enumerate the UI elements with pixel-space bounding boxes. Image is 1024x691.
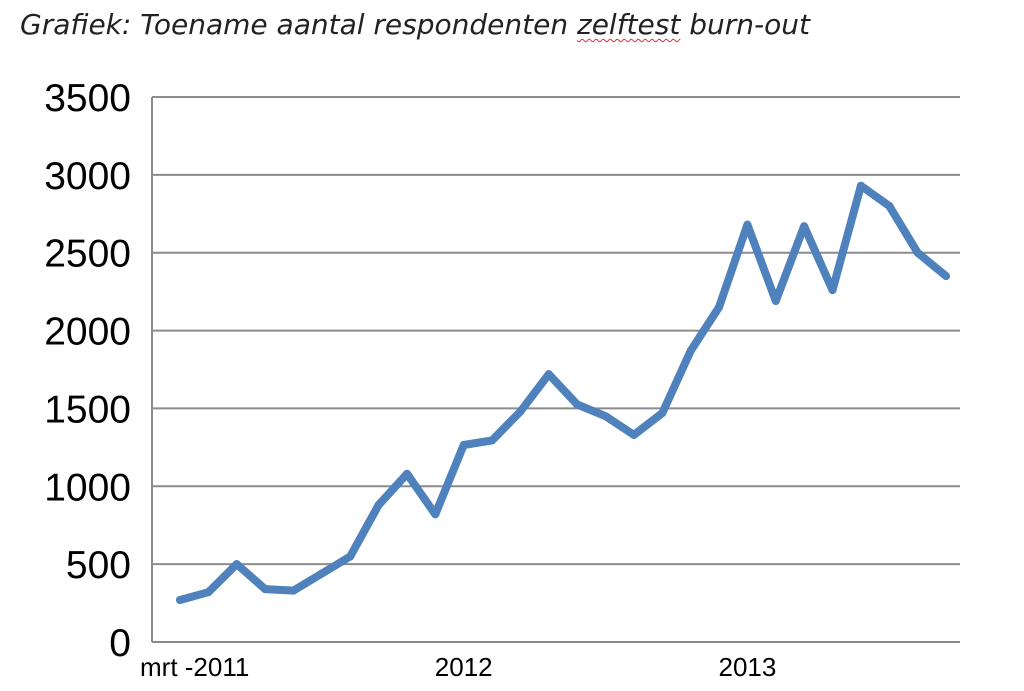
data-point-14 <box>573 400 582 409</box>
y-axis-tick-labels: 0 500 1000 1500 2000 2500 3000 3500 <box>44 77 131 665</box>
data-point-19 <box>715 303 724 312</box>
y-tick-label-1000: 1000 <box>44 466 131 509</box>
x-axis-tick-labels: mrt -2011 2012 2013 <box>140 652 776 682</box>
data-point-22 <box>800 222 809 231</box>
data-point-20 <box>743 220 752 229</box>
y-tick-label-2500: 2500 <box>44 233 131 276</box>
data-point-0 <box>176 595 184 604</box>
data-point-1 <box>204 588 213 597</box>
y-tick-label-500: 500 <box>66 544 131 587</box>
chart-title-misspelled-word: zelftest <box>577 8 681 41</box>
data-point-24 <box>856 181 865 190</box>
data-point-4 <box>289 586 298 595</box>
gridlines <box>152 96 960 566</box>
data-point-5 <box>317 569 326 578</box>
data-point-8 <box>402 469 411 478</box>
data-point-6 <box>346 552 355 561</box>
chart-title-main: Grafiek: Toename aantal respondenten <box>20 8 577 41</box>
series-layer <box>176 181 950 604</box>
data-point-9 <box>431 510 440 519</box>
x-tick-label-0: mrt -2011 <box>140 652 249 682</box>
data-point-17 <box>658 409 667 418</box>
data-point-16 <box>629 430 638 439</box>
axes <box>151 97 960 643</box>
data-point-21 <box>771 296 780 305</box>
data-point-25 <box>885 202 894 210</box>
data-point-11 <box>488 436 497 445</box>
data-point-13 <box>544 370 553 379</box>
data-point-2 <box>232 560 241 569</box>
data-point-23 <box>828 286 837 295</box>
chart-title: Grafiek: Toename aantal respondenten zel… <box>20 8 810 41</box>
data-point-10 <box>459 441 468 450</box>
data-point-27 <box>942 272 950 281</box>
data-point-3 <box>261 585 270 594</box>
chart-title-end: burn-out <box>680 8 810 41</box>
data-point-15 <box>601 412 610 421</box>
y-tick-label-3000: 3000 <box>44 155 131 198</box>
y-tick-label-1500: 1500 <box>44 388 131 431</box>
data-point-26 <box>913 248 922 257</box>
x-tick-label-1: 2012 <box>435 652 493 682</box>
y-tick-label-2000: 2000 <box>44 311 131 354</box>
x-tick-label-2: 2013 <box>718 652 776 682</box>
y-tick-label-0: 0 <box>109 622 131 665</box>
data-point-18 <box>686 346 695 355</box>
series-line-0 <box>176 181 950 604</box>
data-point-12 <box>516 407 525 416</box>
data-point-7 <box>374 500 383 509</box>
y-tick-label-3500: 3500 <box>44 77 131 120</box>
